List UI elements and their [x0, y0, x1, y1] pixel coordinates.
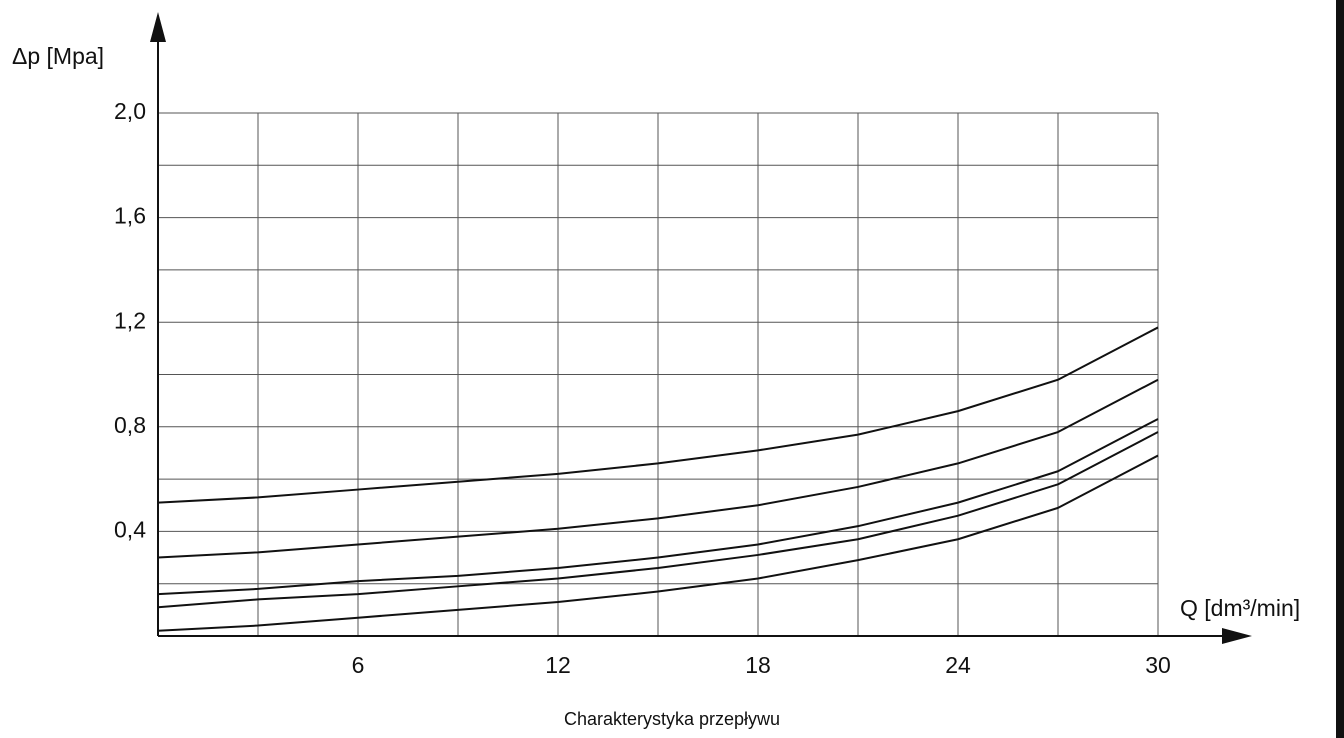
x-axis-arrow — [1222, 628, 1252, 644]
y-axis-arrow — [150, 12, 166, 42]
right-border — [1336, 0, 1344, 738]
caption: Charakterystyka przepływu — [564, 709, 780, 729]
data-line — [157, 431, 1159, 609]
y-axis-label: Δp [Mpa] — [12, 43, 104, 69]
x-axis-label: Q [dm³/min] — [1180, 595, 1300, 621]
x-tick-label: 30 — [1145, 652, 1171, 678]
data-line — [157, 454, 1159, 632]
x-tick-label: 18 — [745, 652, 771, 678]
x-tick-label: 6 — [352, 652, 365, 678]
y-tick-label: 1,2 — [114, 307, 146, 333]
y-tick-label: 2,0 — [114, 98, 146, 124]
data-line — [157, 326, 1159, 504]
y-tick-label: 0,8 — [114, 412, 146, 438]
data-line — [157, 378, 1159, 559]
y-tick-label: 0,4 — [114, 516, 146, 542]
x-tick-label: 12 — [545, 652, 571, 678]
y-tick-label: 1,6 — [114, 203, 146, 229]
data-line — [157, 418, 1159, 596]
x-tick-label: 24 — [945, 652, 971, 678]
